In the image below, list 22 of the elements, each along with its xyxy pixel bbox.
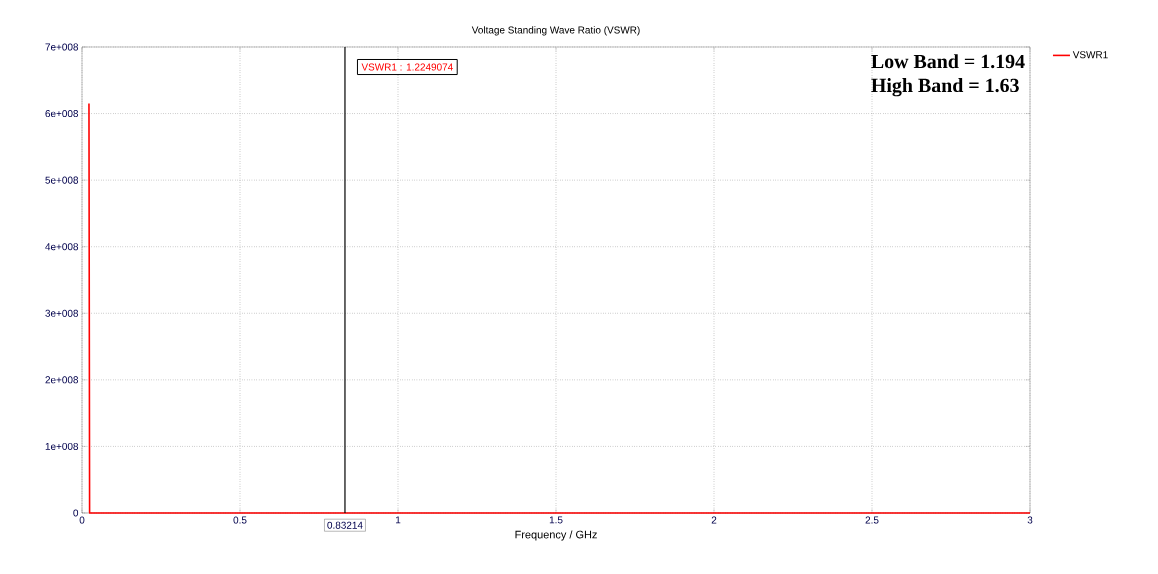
x-tick-label: 2 xyxy=(711,516,717,524)
y-tick-label: 3e+008 xyxy=(45,309,79,317)
x-tick-label: 0 xyxy=(79,516,85,524)
annotation: High Band = 1.63 xyxy=(871,78,1019,97)
annotation: VSWR1 : 1.2249074 xyxy=(361,63,453,71)
x-tick-label: 0.5 xyxy=(233,516,247,524)
x-tick-label: 1 xyxy=(396,516,401,524)
y-tick-label: 7e+008 xyxy=(45,43,79,51)
y-tick-label: 6e+008 xyxy=(45,110,79,118)
y-tick-label: 4e+008 xyxy=(45,243,79,251)
chart-title: Voltage Standing Wave Ratio (VSWR) xyxy=(471,26,640,36)
legend-label: VSWR1 xyxy=(1072,51,1108,59)
x-tick-label: 1.5 xyxy=(549,516,563,524)
ref-line-label: 0.83214 xyxy=(327,521,363,529)
x-axis-title: Frequency / GHz xyxy=(515,530,597,541)
y-tick-label: 0 xyxy=(73,509,79,517)
x-tick-label: 3 xyxy=(1027,516,1033,524)
x-tick-label: 2.5 xyxy=(865,516,879,524)
y-tick-label: 5e+008 xyxy=(45,176,79,184)
y-tick-label: 2e+008 xyxy=(45,376,79,384)
annotation: Low Band = 1.194 xyxy=(871,54,1025,69)
y-tick-label: 1e+008 xyxy=(45,442,79,450)
